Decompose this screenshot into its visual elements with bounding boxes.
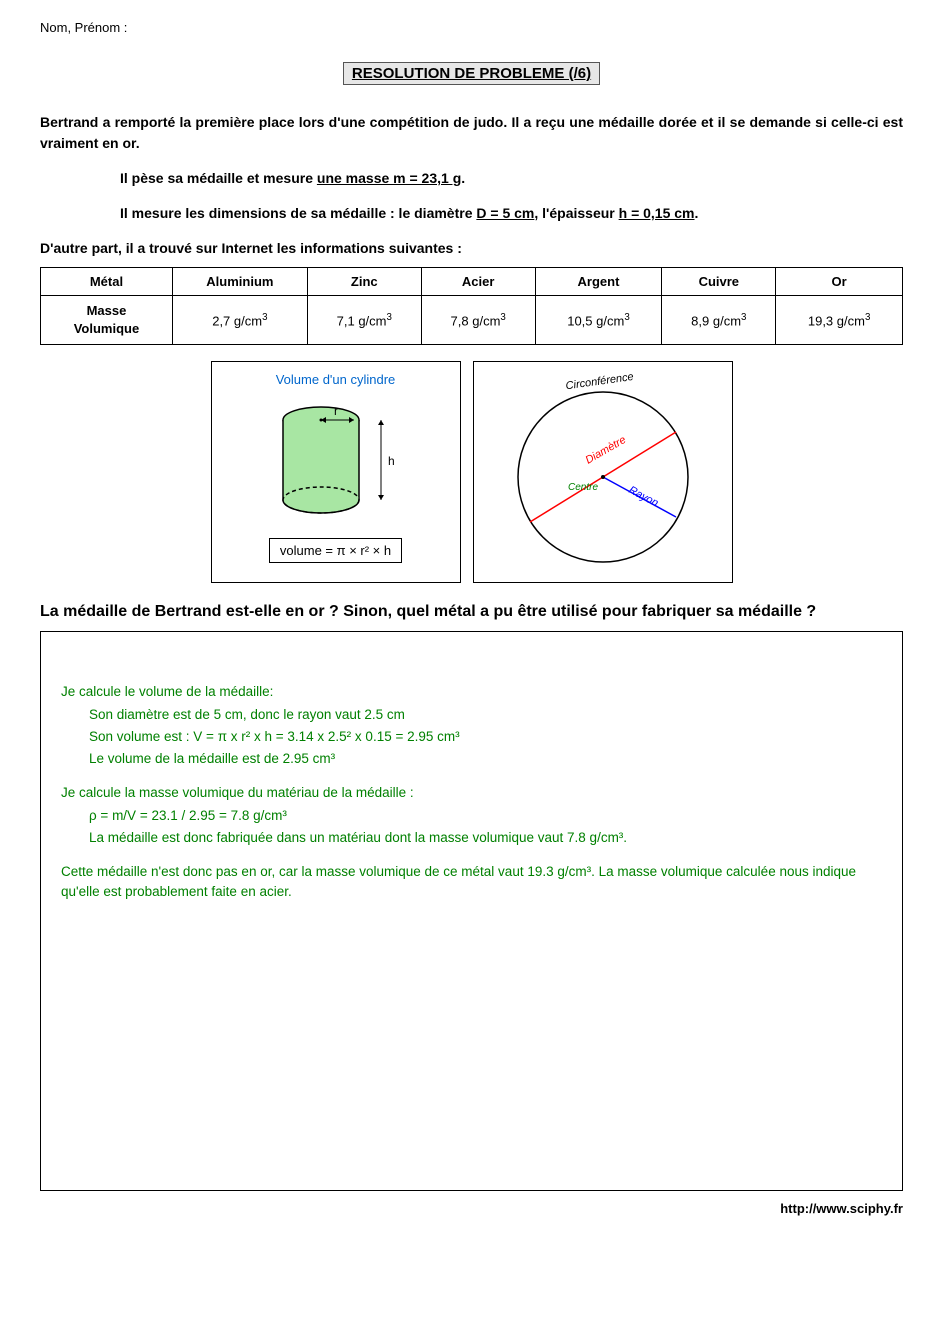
td-value: 7,8 g/cm3 [421,296,535,345]
ans-line: Cette médaille n'est donc pas en or, car… [61,862,882,903]
circle-svg: Circonférence Diamètre Rayon Centre [488,372,718,572]
r-label: r [334,404,338,418]
metals-table: Métal Aluminium Zinc Acier Argent Cuivre… [40,267,903,345]
td-value: 10,5 g/cm3 [535,296,662,345]
h-label: h [388,454,395,468]
ans-line: ρ = m/V = 23.1 / 2.95 = 7.8 g/cm³ [89,806,882,826]
table-header-row: Métal Aluminium Zinc Acier Argent Cuivre… [41,268,903,296]
text: Masse [87,303,127,318]
circumference-label: Circonférence [564,372,633,392]
th-col: Or [776,268,903,296]
text: . [461,170,465,186]
radius-label: Rayon [626,484,660,510]
td-value: 8,9 g/cm3 [662,296,776,345]
ans-line: Je calcule le volume de la médaille: [61,682,882,702]
td-value: 2,7 g/cm3 [172,296,307,345]
th-col: Cuivre [662,268,776,296]
th-metal: Métal [41,268,173,296]
text: Il pèse sa médaille et mesure [120,170,317,186]
cylinder-diagram: Volume d'un cylindre r h [211,361,461,583]
text: . [695,205,699,221]
thickness-value: h = 0,15 cm [619,205,695,221]
ans-line: Son diamètre est de 5 cm, donc le rayon … [89,705,882,725]
diameter-value: D = 5 cm [476,205,534,221]
table-body-row: Masse Volumique 2,7 g/cm3 7,1 g/cm3 7,8 … [41,296,903,345]
problem-dimensions: Il mesure les dimensions de sa médaille … [120,203,903,224]
text: Volumique [74,321,139,336]
cylinder-svg: r h [246,395,426,525]
td-value: 19,3 g/cm3 [776,296,903,345]
question-text: La médaille de Bertrand est-elle en or ?… [40,603,903,621]
title-box: RESOLUTION DE PROBLEME (/6) [40,65,903,82]
problem-internet: D'autre part, il a trouvé sur Internet l… [40,238,903,259]
diameter-label: Diamètre [583,434,628,467]
ans-line: Je calcule la masse volumique du matéria… [61,783,882,803]
ans-line: Le volume de la médaille est de 2.95 cm³ [89,749,882,769]
problem-intro: Bertrand a remporté la première place lo… [40,112,903,154]
text: , l'épaisseur [534,205,618,221]
answer-content: Je calcule le volume de la médaille: Son… [61,682,882,902]
ans-line: La médaille est donc fabriquée dans un m… [89,828,882,848]
th-col: Acier [421,268,535,296]
th-col: Argent [535,268,662,296]
problem-mass: Il pèse sa médaille et mesure une masse … [120,168,903,189]
centre-label: Centre [568,482,598,493]
th-col: Aluminium [172,268,307,296]
page-title: RESOLUTION DE PROBLEME (/6) [343,62,600,85]
cylinder-title: Volume d'un cylindre [222,372,450,387]
name-field: Nom, Prénom : [40,20,903,35]
answer-area: Je calcule le volume de la médaille: Son… [40,631,903,1191]
text: Il mesure les dimensions de sa médaille … [120,205,476,221]
ans-line: Son volume est : V = π x r² x h = 3.14 x… [89,727,882,747]
volume-formula: volume = π × r² × h [269,538,402,563]
mass-value: une masse m = 23,1 g [317,170,461,186]
circle-diagram: Circonférence Diamètre Rayon Centre [473,361,733,583]
td-value: 7,1 g/cm3 [307,296,421,345]
th-col: Zinc [307,268,421,296]
th-mv: Masse Volumique [41,296,173,345]
footer-link: http://www.sciphy.fr [40,1201,903,1216]
diagram-row: Volume d'un cylindre r h [40,361,903,583]
